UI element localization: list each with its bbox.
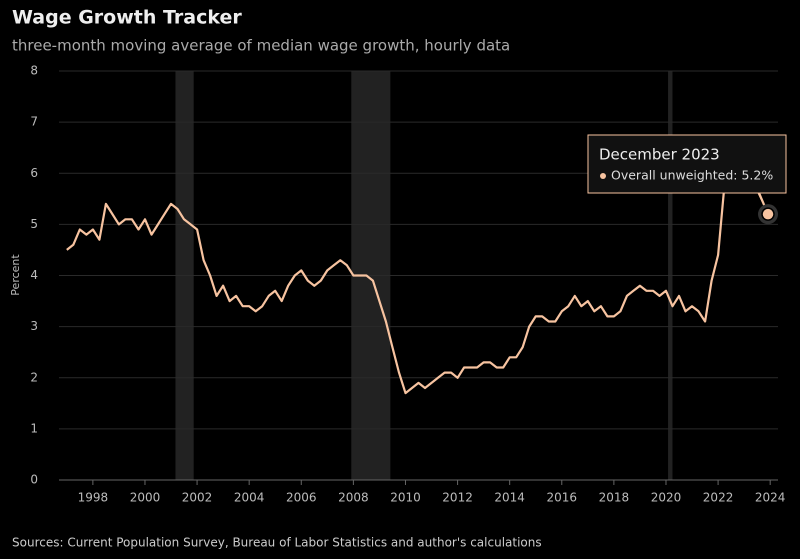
x-tick-label: 2014	[494, 491, 525, 505]
x-tick-label: 2004	[234, 491, 265, 505]
x-tick-label: 2018	[599, 491, 630, 505]
y-tick-label: 2	[30, 370, 38, 384]
x-tick-label: 2006	[286, 491, 317, 505]
chart-title: Wage Growth Tracker	[12, 7, 242, 29]
x-tick-label: 2008	[338, 491, 369, 505]
highlight-point	[761, 207, 775, 221]
x-tick-label: 2020	[651, 491, 682, 505]
y-tick-label: 1	[30, 421, 38, 435]
y-tick-label: 4	[30, 268, 38, 282]
x-tick-label: 2000	[130, 491, 161, 505]
x-tick-label: 2010	[390, 491, 421, 505]
data-line	[66, 136, 770, 395]
x-tick-label: 2024	[755, 491, 786, 505]
tooltip: December 2023 Overall unweighted: 5.2%	[587, 134, 787, 194]
x-tick-label: 2012	[442, 491, 473, 505]
y-tick-label: 3	[30, 319, 38, 333]
tooltip-title: December 2023	[599, 146, 720, 164]
tooltip-box	[587, 134, 787, 194]
y-axis-label: Percent	[9, 254, 22, 296]
y-tick-label: 8	[30, 64, 38, 78]
x-tick-label: 1998	[78, 491, 109, 505]
tooltip-bullet	[600, 173, 606, 179]
x-tick-label: 2016	[547, 491, 578, 505]
y-tick-label: 6	[30, 166, 38, 180]
source-note: Sources: Current Population Survey, Bure…	[12, 536, 542, 550]
chart-subtitle: three-month moving average of median wag…	[12, 37, 510, 55]
y-tick-label: 5	[30, 217, 38, 231]
y-tick-label: 7	[30, 115, 38, 129]
y-tick-label: 0	[30, 473, 38, 487]
x-tick-label: 2002	[182, 491, 213, 505]
tooltip-text: Overall unweighted: 5.2%	[611, 168, 773, 183]
x-tick-label: 2022	[703, 491, 734, 505]
